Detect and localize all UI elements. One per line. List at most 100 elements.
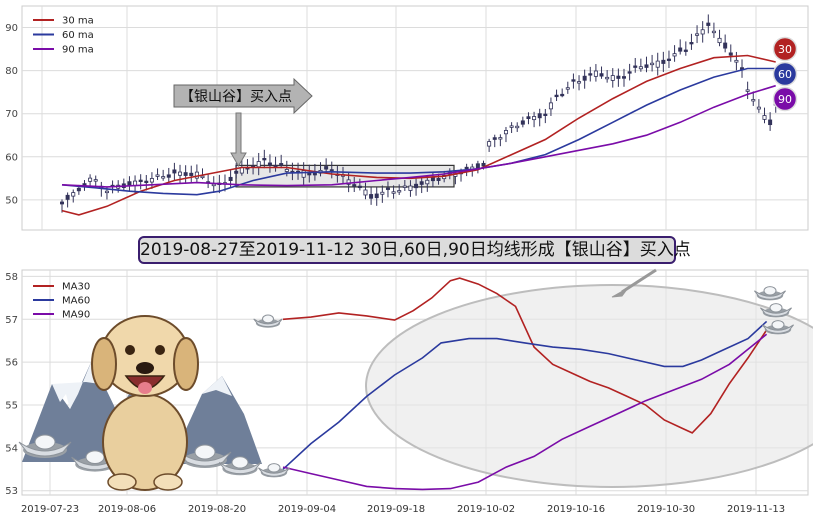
candle-body	[419, 181, 424, 185]
candle-body	[498, 137, 503, 140]
ingot-top	[267, 463, 281, 473]
candle-body	[76, 187, 81, 192]
candle-body	[661, 59, 666, 64]
y-tick-label: 55	[5, 401, 18, 412]
x-tick-label: 2019-10-02	[457, 504, 515, 515]
candle-body	[385, 187, 390, 190]
candle-body	[571, 79, 576, 82]
y-tick-label: 54	[5, 443, 18, 454]
mountain-snow	[52, 360, 100, 409]
y-tick-label: 60	[5, 152, 18, 163]
candle-body	[543, 113, 548, 117]
candle-body	[324, 166, 329, 170]
mountain-right	[170, 376, 262, 464]
legend-label: 30 ma	[62, 16, 94, 27]
candle-body	[211, 183, 216, 187]
candle-body	[650, 62, 655, 66]
legend-label: MA60	[62, 296, 90, 307]
silver-ingot-icon	[218, 456, 262, 476]
ingot-top	[769, 303, 783, 313]
y-tick-label: 90	[5, 23, 18, 34]
candle-body	[104, 190, 109, 194]
x-tick-label: 2019-08-20	[188, 504, 246, 515]
candle-body	[633, 65, 638, 68]
candle-body	[509, 125, 514, 128]
candle-body	[155, 174, 160, 177]
candle-body	[307, 172, 312, 176]
candle-body	[756, 106, 761, 110]
x-tick-label: 2019-08-06	[98, 504, 156, 515]
candle-body	[532, 116, 537, 121]
candle-body	[734, 59, 739, 63]
candle-body	[492, 137, 497, 140]
candle-body	[520, 120, 525, 125]
candle-body	[402, 185, 407, 188]
dog-ear-right	[173, 337, 199, 391]
candle-body	[178, 171, 183, 176]
candle-body	[717, 37, 722, 44]
candle-body	[194, 171, 199, 179]
dog-eye-right	[155, 345, 165, 355]
y-tick-label: 80	[5, 66, 18, 77]
candle-body	[672, 53, 677, 57]
badge-label: 60	[778, 68, 792, 81]
buy-point-annotation: 【银山谷】买入点	[173, 77, 313, 168]
puppy-illustration	[91, 315, 199, 491]
candle-body	[599, 73, 604, 77]
ingot-top	[763, 286, 777, 296]
ingot-top	[194, 444, 216, 460]
candle-body	[745, 89, 750, 92]
candle-body	[93, 179, 98, 182]
candle-body	[183, 172, 188, 176]
candle-body	[644, 64, 649, 68]
ma-line-60ma	[61, 67, 776, 196]
series-line-MA60	[282, 320, 768, 470]
candle-body	[537, 113, 542, 119]
silver-ingot-icon	[754, 286, 786, 301]
ma-line-30ma	[61, 54, 776, 216]
candle-body	[149, 178, 154, 183]
candle-body	[346, 179, 351, 185]
x-tick-label: 2019-07-23	[21, 504, 79, 515]
price-candlestick-chart: 50 60 70 80 90 30 ma 60 ma 90 ma 【银山谷】买入点 30 60 90	[5, 5, 809, 231]
candle-body	[526, 116, 531, 120]
candle-body	[582, 75, 587, 81]
legend: MA30 MA60 MA90	[33, 282, 90, 321]
ellipse-pointer-head	[611, 287, 629, 298]
candle-body	[487, 141, 492, 147]
candle-body	[71, 192, 76, 197]
candle-body	[666, 58, 671, 61]
candle-body	[638, 66, 643, 70]
candle-body	[172, 169, 177, 174]
candle-body	[391, 191, 396, 194]
candle-body	[256, 161, 261, 168]
silver-ingot-icon	[762, 320, 794, 335]
candle-body	[610, 75, 615, 81]
candle-body	[397, 190, 402, 193]
candle-body	[706, 22, 711, 26]
y-tick-label: 70	[5, 109, 18, 120]
dog-tongue	[138, 382, 152, 394]
candle-body	[588, 73, 593, 76]
candle-body	[60, 201, 65, 205]
x-tick-label: 2019-09-18	[367, 504, 425, 515]
candle-body	[605, 76, 610, 80]
series-line-MA90	[282, 333, 768, 491]
candle-body	[357, 185, 362, 189]
candle-body	[723, 42, 728, 49]
candle-body	[627, 71, 632, 74]
candle-body	[352, 184, 357, 187]
candle-body	[374, 193, 379, 199]
candle-body	[425, 179, 430, 185]
candle-body	[189, 172, 194, 176]
candle-body	[88, 177, 93, 182]
legend-label: MA90	[62, 310, 90, 321]
x-tick-label: 2019-10-30	[637, 504, 695, 515]
y-tick-label: 56	[5, 358, 18, 369]
candle-body	[622, 76, 627, 79]
legend-label: 60 ma	[62, 30, 94, 41]
candle-body	[144, 180, 149, 184]
y-tick-label: 57	[5, 315, 18, 326]
series-line-MA30	[282, 277, 768, 434]
dog-paw-left	[107, 473, 137, 491]
